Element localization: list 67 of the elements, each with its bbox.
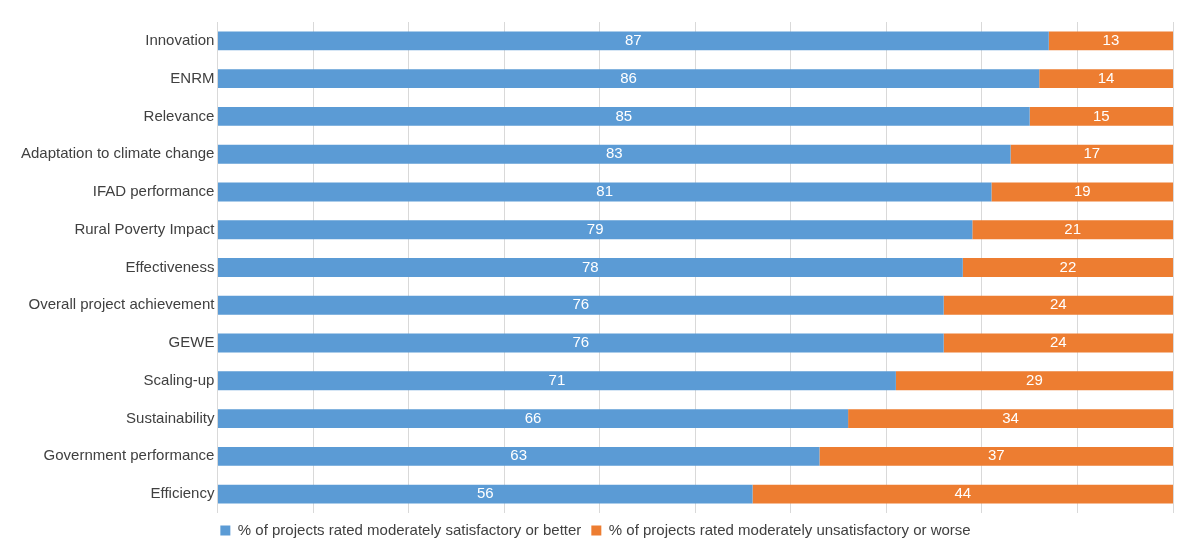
data-label: 15 (1092, 106, 1110, 124)
bar (217, 144, 1011, 164)
data-label: 76 (572, 333, 590, 351)
bar (217, 258, 963, 277)
data-label: 79 (586, 219, 604, 237)
bar (217, 446, 820, 466)
data-label: 19 (1073, 182, 1091, 200)
y-tick-label: GEWE (168, 333, 215, 351)
bar (1039, 69, 1173, 89)
bar (1048, 31, 1173, 51)
bar (752, 484, 1173, 504)
data-label: 63 (510, 446, 528, 464)
bar (217, 220, 973, 240)
data-label: 86 (620, 68, 637, 86)
y-tick-label: Effectiveness (125, 257, 215, 275)
bar (972, 220, 1173, 240)
y-tick-label: Government performance (43, 446, 215, 464)
y-tick-label: Relevance (143, 106, 215, 124)
data-label: 85 (615, 106, 633, 124)
bar (943, 295, 1173, 315)
bar (217, 69, 1040, 89)
y-tick-label: Rural Poverty Impact (74, 219, 216, 237)
data-label: 71 (548, 370, 566, 388)
bar (1010, 144, 1173, 164)
bar (217, 333, 944, 353)
y-tick-label: Efficiency (150, 484, 215, 502)
bar (217, 371, 896, 391)
y-tick-label: Innovation (145, 31, 215, 49)
y-tick-label: ENRM (170, 68, 215, 86)
data-label: 76 (572, 295, 590, 313)
legend-label: % of projects rated moderately satisfactory or better (237, 520, 582, 538)
data-label: 44 (954, 484, 972, 502)
y-tick-label: IFAD performance (92, 182, 215, 200)
data-label: 22 (1059, 257, 1077, 275)
data-label: 83 (605, 144, 623, 162)
bar (1029, 106, 1173, 126)
bar (217, 484, 753, 504)
legend-label: % of projects rated moderately unsatisfactory or worse (608, 520, 971, 538)
bar (217, 106, 1030, 126)
data-label: 66 (524, 408, 542, 426)
y-tick-label: Overall project achievement (28, 295, 216, 313)
y-tick-label: Sustainability (126, 408, 215, 426)
bar (991, 182, 1173, 202)
bar (895, 371, 1173, 391)
bar (217, 295, 944, 315)
bar (943, 333, 1173, 353)
data-label: 21 (1064, 219, 1082, 237)
bar (819, 446, 1173, 466)
bar (217, 409, 849, 429)
bar (962, 258, 1173, 277)
data-label: 78 (582, 257, 599, 275)
data-label: 87 (625, 31, 642, 49)
data-label: 34 (1002, 408, 1019, 426)
data-label: 14 (1097, 68, 1115, 86)
data-label: 17 (1083, 144, 1101, 162)
data-label: 24 (1049, 333, 1067, 351)
bar (848, 409, 1173, 429)
bar (217, 31, 1049, 51)
data-label: 24 (1049, 295, 1067, 313)
data-label: 29 (1026, 370, 1043, 388)
data-label: 37 (987, 446, 1005, 464)
y-tick-label: Adaptation to climate change (20, 144, 215, 162)
data-label: 13 (1102, 31, 1120, 49)
y-tick-label: Scaling-up (143, 370, 215, 388)
data-label: 56 (476, 484, 494, 502)
bar (217, 182, 992, 202)
data-label: 81 (596, 182, 614, 200)
